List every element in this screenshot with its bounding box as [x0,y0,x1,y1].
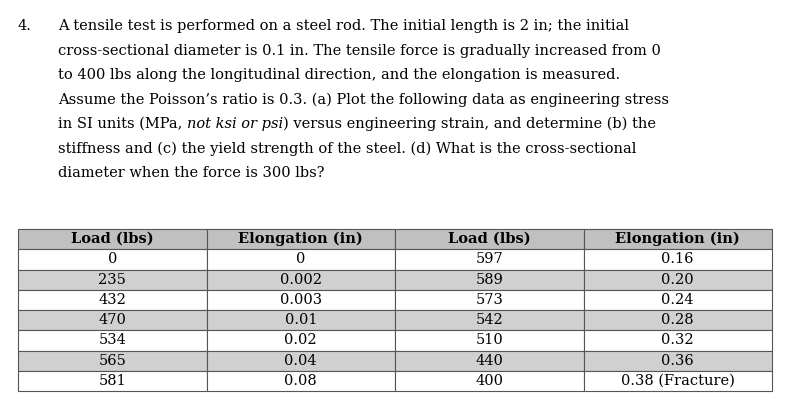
Text: Load (lbs): Load (lbs) [448,232,531,246]
Text: to 400 lbs along the longitudinal direction, and the elongation is measured.: to 400 lbs along the longitudinal direct… [58,68,620,82]
Bar [584,371,772,391]
Bar [207,371,395,391]
Bar [395,351,584,371]
Text: 470: 470 [98,313,126,327]
Bar [18,229,207,249]
Text: 0.28: 0.28 [661,313,694,327]
Bar [18,371,207,391]
Text: 565: 565 [98,354,126,368]
Text: 597: 597 [475,252,503,266]
Bar [18,351,207,371]
Text: 581: 581 [98,374,126,388]
Bar [18,290,207,310]
Bar [584,351,772,371]
Bar [207,270,395,290]
Text: not ksi or psi: not ksi or psi [187,117,283,131]
Bar [207,290,395,310]
Text: 0.002: 0.002 [280,273,322,287]
Text: diameter when the force is 300 lbs?: diameter when the force is 300 lbs? [58,166,325,180]
Bar [395,330,584,351]
Text: 0.32: 0.32 [661,333,694,347]
Text: 534: 534 [98,333,126,347]
Bar [207,229,395,249]
Text: 4.: 4. [18,19,32,33]
Bar [395,229,584,249]
Bar [207,351,395,371]
Text: Elongation (in): Elongation (in) [238,232,363,246]
Text: 0.01: 0.01 [284,313,317,327]
Text: Assume the Poisson’s ratio is 0.3. (a) Plot the following data as engineering st: Assume the Poisson’s ratio is 0.3. (a) P… [58,93,669,107]
Bar [584,290,772,310]
Bar [18,330,207,351]
Bar [18,249,207,270]
Bar [395,249,584,270]
Text: 0.24: 0.24 [661,293,694,307]
Text: A tensile test is performed on a steel rod. The initial length is 2 in; the init: A tensile test is performed on a steel r… [58,19,629,33]
Text: 0.04: 0.04 [284,354,317,368]
Text: 0.08: 0.08 [284,374,317,388]
Text: 573: 573 [475,293,503,307]
Bar [18,270,207,290]
Bar [395,310,584,330]
Text: 542: 542 [475,313,503,327]
Text: ) versus engineering strain, and determine (b) the: ) versus engineering strain, and determi… [283,117,656,131]
Text: in SI units (MPa,: in SI units (MPa, [58,117,187,131]
Text: 589: 589 [475,273,503,287]
Text: 0.20: 0.20 [661,273,694,287]
Bar [395,270,584,290]
Text: 0: 0 [296,252,306,266]
Text: 432: 432 [98,293,126,307]
Bar [584,330,772,351]
Text: 0.36: 0.36 [661,354,694,368]
Text: 0.02: 0.02 [284,333,317,347]
Text: 0.38 (Fracture): 0.38 (Fracture) [621,374,735,388]
Text: Load (lbs): Load (lbs) [71,232,154,246]
Text: stiffness and (c) the yield strength of the steel. (d) What is the cross-section: stiffness and (c) the yield strength of … [58,141,637,156]
Text: Elongation (in): Elongation (in) [615,232,741,246]
Bar [584,229,772,249]
Text: 440: 440 [475,354,503,368]
Text: 0: 0 [108,252,117,266]
Bar [395,290,584,310]
Text: 0.003: 0.003 [280,293,322,307]
Text: 510: 510 [475,333,503,347]
Bar [584,270,772,290]
Text: 235: 235 [98,273,126,287]
Bar [207,330,395,351]
Text: cross-sectional diameter is 0.1 in. The tensile force is gradually increased fro: cross-sectional diameter is 0.1 in. The … [58,44,661,58]
Text: 400: 400 [475,374,503,388]
Bar [584,310,772,330]
Bar [207,249,395,270]
Bar [584,249,772,270]
Text: 0.16: 0.16 [661,252,694,266]
Bar [207,310,395,330]
Bar [18,310,207,330]
Bar [395,371,584,391]
